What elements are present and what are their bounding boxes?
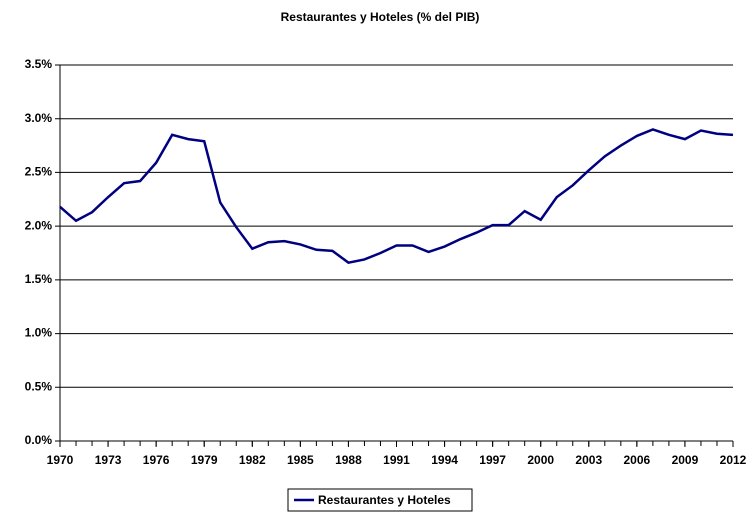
x-tick-label: 1982 [239,453,266,467]
y-tick-label: 3.0% [25,111,53,125]
y-tick-label: 2.0% [25,218,53,232]
x-tick-label: 2006 [624,453,651,467]
chart-title: Restaurantes y Hoteles (% del PIB) [281,10,480,24]
x-tick-label: 2003 [575,453,602,467]
series-line [59,128,734,265]
y-tick-label: 2.5% [25,165,53,179]
x-tick-label: 1976 [143,453,170,467]
x-tick-label: 1973 [95,453,122,467]
y-tick-label: 1.5% [25,272,53,286]
y-tick-label: 0.5% [25,379,53,393]
y-tick-label: 1.0% [25,326,53,340]
legend-box [287,488,473,512]
x-tick-label: 1985 [287,453,314,467]
x-tick-label: 1994 [431,453,458,467]
x-tick-label: 1970 [47,453,74,467]
legend-label: Restaurantes y Hoteles [318,493,451,507]
x-tick-label: 1997 [479,453,506,467]
x-tick-label: 2000 [527,453,554,467]
y-tick-label: 0.0% [25,433,53,447]
x-tick-label: 1979 [191,453,218,467]
x-tick-label: 2009 [672,453,699,467]
x-tick-label: 1991 [383,453,410,467]
x-tick-label: 2012 [720,453,747,467]
y-tick-label: 3.5% [25,57,53,71]
x-tick-label: 1988 [335,453,362,467]
